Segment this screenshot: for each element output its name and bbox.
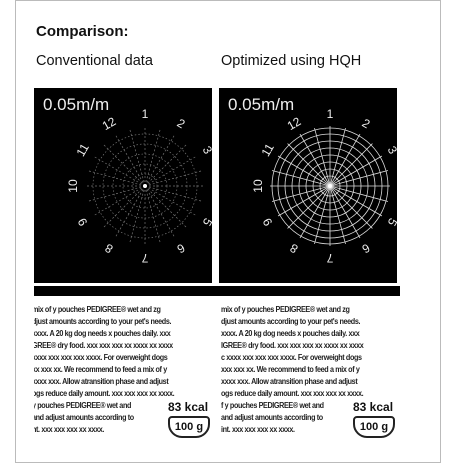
label-text-line: xxxx xxx. Allow atransition phase and ad… [221,376,357,386]
caption: Conventional data [36,53,153,69]
label-text-line: xxxx. A 20 kg dog needs x pouches daily.… [221,328,359,338]
label-text-line: xx xxx xx. We recommend to feed a mix of… [34,364,167,374]
label-text-line: ogs reduce daily amount. xxx xxx xxx xx … [34,388,174,398]
dial-label: 7 [326,251,333,265]
dial-image: 0.05m/m123456789101112 [219,88,397,283]
portion: 100 g [353,416,395,438]
label-text-line: y pouches PEDIGREE® wet and [34,400,131,410]
energy: 83 kcal [168,400,208,414]
label-text-line: and adjust amounts according to [34,412,134,422]
scale-label: 0.05m/m [228,95,294,114]
label-text-line: mix of y pouches PEDIGREE® wet and zg [221,304,350,314]
dial-label: 1 [142,107,149,121]
dial-label: 1 [327,107,334,121]
label-text-line: xxxx xxx. Allow atransition phase and ad… [34,376,168,386]
label-text-line: c xxxx xxx xxx xxx xxxx. For overweight … [221,352,362,362]
label-text-line: xxxx. A 20 kg dog needs x pouches daily.… [34,328,170,338]
dial-center [143,184,147,188]
portion: 100 g [168,416,210,438]
dial-label: 4 [395,183,397,190]
label-text-line: IGREE® dry food. xxx xxx xxx xx xxxx xx … [221,340,363,350]
energy: 83 kcal [353,400,393,414]
label-text-line: f y pouches PEDIGREE® wet and [221,400,324,410]
product-label: mix of y pouches PEDIGREE® wet and zg dju… [219,300,397,442]
label-text-line: and adjust amounts according to [221,412,323,422]
product-label: mix of y pouches PEDIGREE® wet and zg dju… [34,300,212,442]
dial-label: 4 [210,183,212,190]
dial-image: 0.05m/m123456789101112 [34,88,212,283]
page: Comparison: Conventional data0.05m/m1234… [0,0,449,463]
label-text-line: nt. xxx xxx xxx xx xxxx. [34,424,104,434]
scale-label: 0.05m/m [43,95,109,114]
label-text-line: djust amounts according to your pet's ne… [221,316,360,326]
dial-label: 10 [66,179,80,193]
dial-center [328,184,332,188]
title: Comparison: [36,23,129,40]
dial-label: 7 [141,251,148,265]
label-text-line: xxx xxx xx. We recommend to feed a mix o… [221,364,359,374]
dial-label: 10 [251,179,265,193]
label-text-line: djust amounts according to your pet's ne… [34,316,171,326]
caption: Optimized using HQH [221,53,361,69]
label-text-line: ogs reduce daily amount. xxx xxx xxx xx … [221,388,363,398]
separator-bar [34,286,400,296]
label-text-line: int. xxx xxx xxx xx xxxx. [221,424,295,434]
label-text-line: mix of y pouches PEDIGREE® wet and zg [34,304,161,314]
label-text-line: GREE® dry food. xxx xxx xxx xx xxxx xx x… [34,340,173,350]
label-text-line: xxxx xxx xxx xxx xxxx. For overweight do… [34,352,167,362]
